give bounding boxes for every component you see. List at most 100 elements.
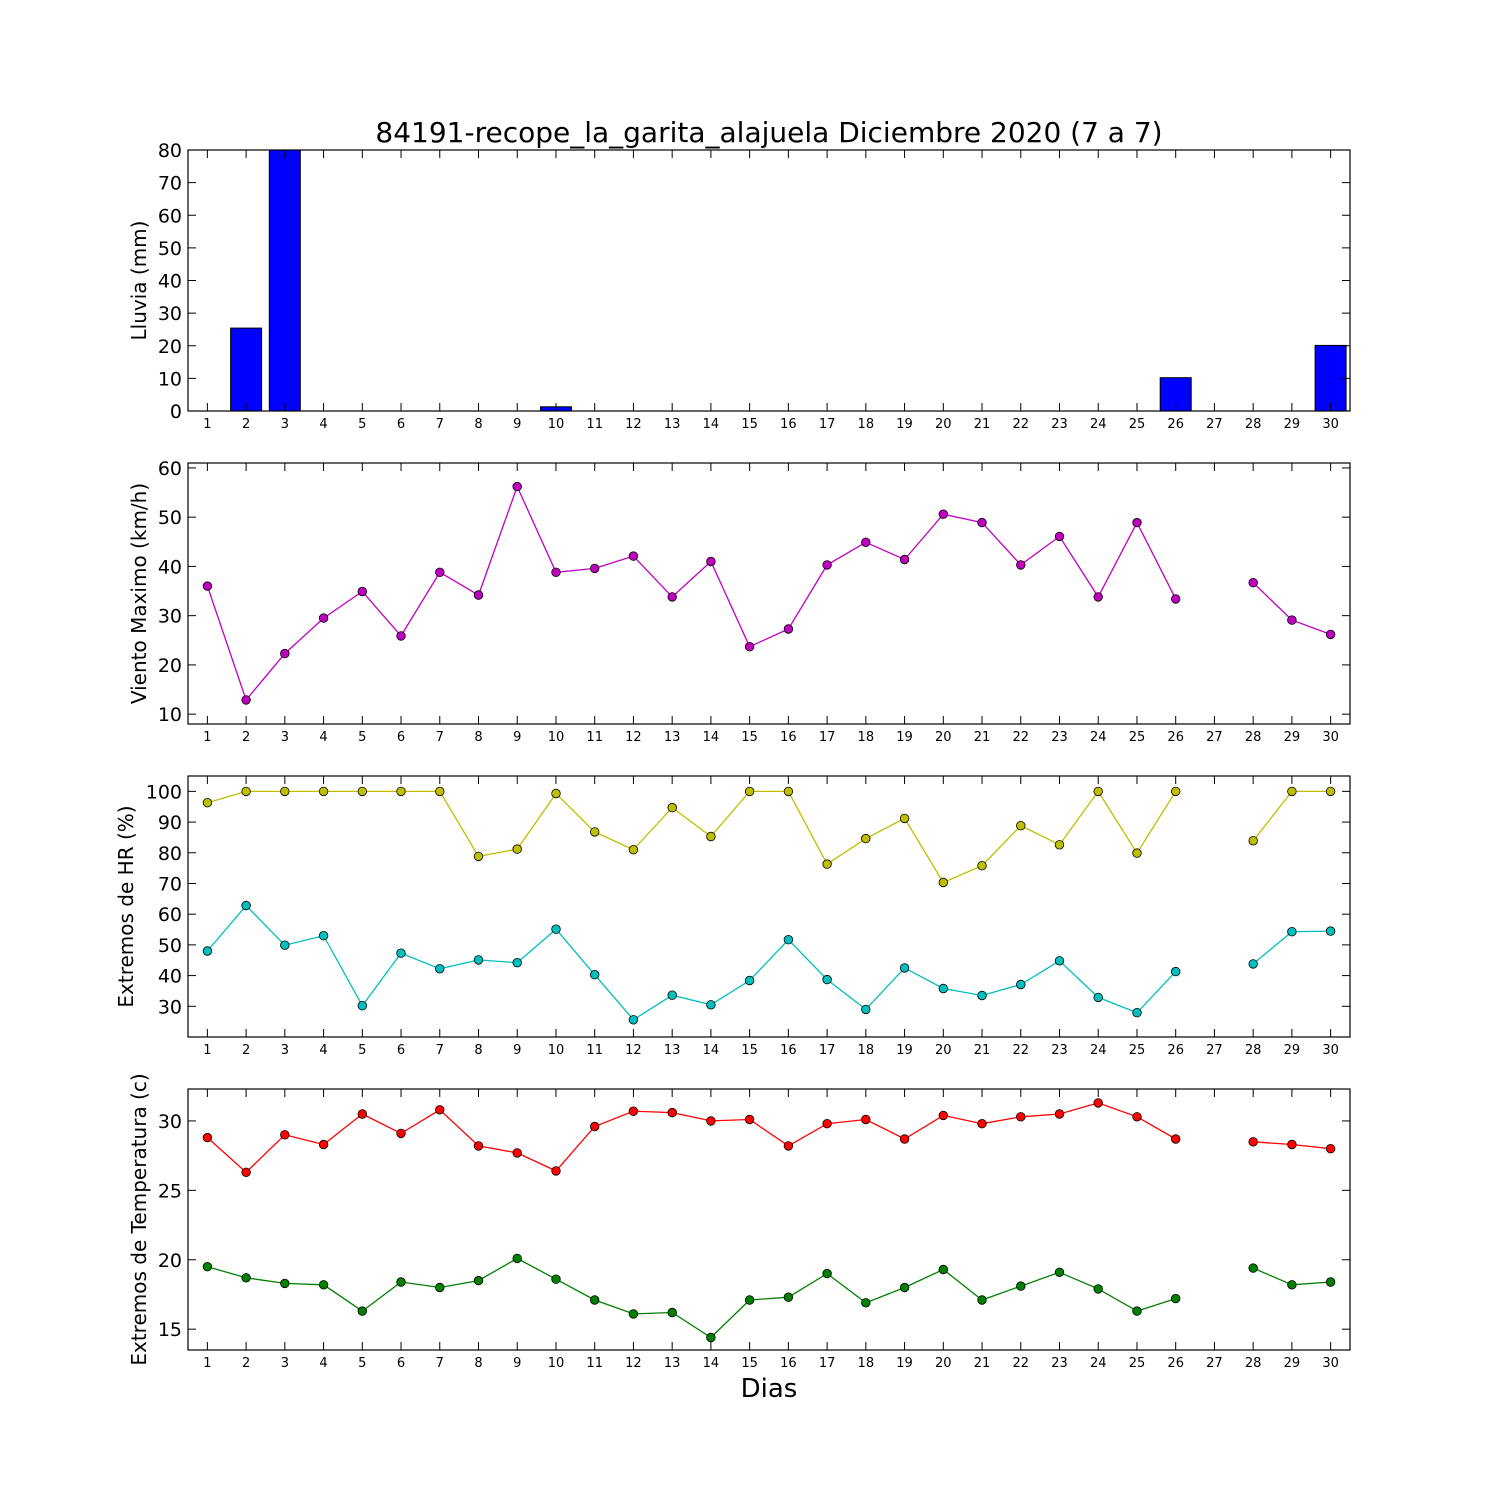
- x-tick-label: 30: [1322, 417, 1339, 432]
- x-tick-label: 10: [548, 730, 565, 745]
- x-tick-label: 22: [1012, 1356, 1029, 1371]
- x-tick-label: 14: [703, 730, 720, 745]
- series-1-point-day-26: [1170, 594, 1181, 604]
- series-2-point-day-11: [590, 1295, 600, 1305]
- series-2-point-day-29: [1287, 1280, 1297, 1290]
- x-tick-label: 27: [1206, 730, 1223, 745]
- series-2-point-day-26: [1170, 1293, 1181, 1304]
- x-tick-label: 17: [819, 1356, 836, 1371]
- panel-frame: [187, 1088, 1351, 1351]
- series-2-point-day-21: [977, 1295, 987, 1305]
- series-1-point-day-2: [241, 695, 251, 705]
- x-tick-label: 24: [1090, 1356, 1107, 1371]
- x-tick-label: 30: [1322, 1043, 1339, 1058]
- series-1-point-day-12: [628, 551, 639, 561]
- y-tick-label: 40: [158, 556, 182, 578]
- y-tick-label: 30: [158, 1111, 182, 1133]
- y-tick-label: 50: [158, 238, 182, 260]
- panel-frame: [187, 775, 1351, 1038]
- series-2-line-1: [207, 1257, 1176, 1339]
- series-2-point-day-6: [396, 948, 406, 958]
- series-1-point-day-20: [938, 509, 949, 519]
- series-1-point-day-17: [822, 560, 832, 570]
- series-1-point-day-14: [706, 831, 716, 842]
- series-2-point-day-12: [628, 1309, 639, 1319]
- x-tick-label: 5: [358, 1356, 366, 1371]
- x-tick-label: 11: [586, 417, 603, 432]
- series-1-point-day-6: [396, 786, 406, 797]
- x-tick-label: 18: [858, 1356, 875, 1371]
- series-2-point-day-3: [280, 940, 290, 950]
- series-2-point-day-29: [1287, 927, 1297, 937]
- series-1-point-day-25: [1132, 848, 1142, 858]
- y-axis-label: Extremos de Temperatura (c): [127, 1073, 151, 1365]
- x-tick-label: 11: [586, 1043, 603, 1058]
- series-1-point-day-23: [1054, 1109, 1065, 1119]
- y-tick-label: 15: [158, 1319, 182, 1341]
- series-1-point-day-20: [938, 1110, 949, 1121]
- x-tick-label: 14: [703, 1356, 720, 1371]
- x-tick-label: 3: [281, 730, 289, 745]
- series-1-point-day-17: [822, 1118, 832, 1129]
- x-tick-label: 4: [319, 417, 327, 432]
- series-1-point-day-13: [667, 1107, 677, 1118]
- x-tick-label: 13: [664, 1043, 681, 1058]
- series-1-point-day-21: [977, 861, 987, 871]
- x-tick-label: 9: [513, 417, 521, 432]
- series-1-point-day-10: [551, 788, 561, 799]
- series-2-point-day-24: [1093, 1284, 1103, 1294]
- x-tick-label: 18: [858, 730, 875, 745]
- x-tick-label: 26: [1167, 417, 1184, 432]
- y-tick-label: 50: [158, 507, 182, 529]
- series-2-point-day-13: [667, 1307, 677, 1318]
- series-1-point-day-9: [512, 844, 522, 854]
- y-tick-label: 60: [158, 205, 182, 227]
- series-2-point-day-7: [435, 964, 445, 974]
- series-2-point-day-8: [473, 1275, 484, 1286]
- x-tick-label: 2: [242, 1356, 250, 1371]
- x-tick-label: 21: [974, 417, 991, 432]
- x-tick-label: 3: [281, 1356, 289, 1371]
- x-tick-label: 24: [1090, 417, 1107, 432]
- x-tick-label: 23: [1051, 417, 1068, 432]
- y-axis-label: Lluvia (mm): [127, 221, 151, 341]
- series-2-point-day-22: [1016, 1281, 1026, 1291]
- x-tick-label: 25: [1129, 1356, 1146, 1371]
- series-2-point-day-15: [744, 1295, 755, 1305]
- y-tick-label: 60: [158, 458, 182, 480]
- series-1-point-day-18: [861, 1114, 871, 1125]
- series-1-point-day-3: [280, 648, 290, 659]
- series-2-point-day-15: [744, 975, 755, 986]
- y-tick-label: 30: [158, 606, 182, 628]
- series-2-point-day-11: [590, 970, 600, 980]
- series-1-point-day-24: [1093, 786, 1103, 797]
- x-tick-label: 11: [586, 1356, 603, 1371]
- x-tick-label: 1: [203, 417, 211, 432]
- series-1-point-day-8: [473, 1141, 484, 1151]
- series-2-point-day-24: [1093, 992, 1103, 1003]
- x-tick-label: 5: [358, 730, 366, 745]
- x-tick-label: 20: [935, 1043, 952, 1058]
- y-tick-label: 80: [158, 843, 182, 865]
- x-tick-label: 9: [513, 1356, 521, 1371]
- series-1-point-day-13: [667, 802, 677, 813]
- series-1-point-day-11: [590, 827, 600, 837]
- series-1-point-day-30: [1325, 629, 1336, 640]
- series-1-point-day-14: [706, 556, 716, 567]
- x-tick-label: 2: [242, 1043, 250, 1058]
- y-tick-label: 30: [158, 303, 182, 325]
- y-tick-label: 10: [158, 704, 182, 726]
- series-1-point-day-10: [551, 1166, 561, 1176]
- series-1-point-day-5: [357, 1109, 368, 1119]
- y-tick-label: 70: [158, 873, 182, 895]
- x-tick-label: 23: [1051, 1043, 1068, 1058]
- x-tick-label: 28: [1245, 417, 1262, 432]
- series-1-point-day-25: [1132, 517, 1142, 528]
- series-1-point-day-7: [435, 1105, 445, 1115]
- series-1-point-day-24: [1093, 1098, 1103, 1108]
- series-1-point-day-29: [1287, 1139, 1297, 1150]
- series-1-point-day-22: [1016, 1112, 1026, 1122]
